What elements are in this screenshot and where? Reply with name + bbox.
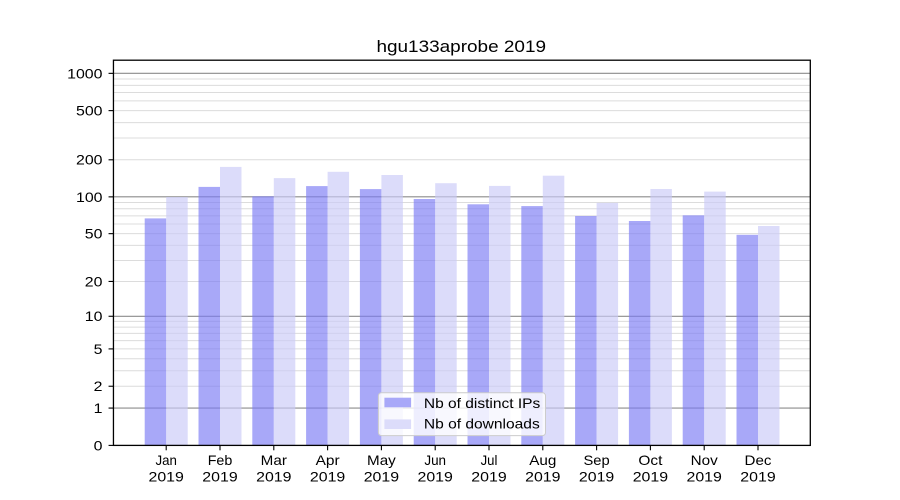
svg-text:2019: 2019 — [740, 468, 776, 484]
svg-text:2019: 2019 — [418, 468, 454, 484]
svg-text:Dec: Dec — [745, 452, 772, 468]
svg-text:200: 200 — [76, 152, 103, 168]
svg-text:2019: 2019 — [525, 468, 561, 484]
svg-text:Nov: Nov — [691, 452, 718, 468]
svg-text:2: 2 — [94, 378, 103, 394]
svg-text:hgu133aprobe 2019: hgu133aprobe 2019 — [376, 37, 546, 56]
svg-text:2019: 2019 — [687, 468, 723, 484]
svg-text:Feb: Feb — [208, 452, 233, 468]
svg-text:Jul: Jul — [481, 452, 498, 468]
svg-text:0: 0 — [94, 437, 103, 453]
svg-text:10: 10 — [85, 308, 103, 324]
svg-text:2019: 2019 — [149, 468, 185, 484]
svg-text:Aug: Aug — [529, 452, 556, 468]
svg-text:Jun: Jun — [424, 452, 446, 468]
svg-text:5: 5 — [94, 341, 103, 357]
svg-text:Apr: Apr — [316, 452, 340, 468]
svg-text:1000: 1000 — [67, 65, 103, 81]
svg-text:2019: 2019 — [202, 468, 238, 484]
svg-text:1: 1 — [94, 400, 103, 416]
svg-text:Jan: Jan — [155, 452, 176, 468]
svg-text:2019: 2019 — [310, 468, 346, 484]
svg-text:2019: 2019 — [579, 468, 615, 484]
svg-text:May: May — [367, 452, 396, 468]
svg-text:2019: 2019 — [364, 468, 400, 484]
svg-text:20: 20 — [85, 273, 103, 289]
svg-text:2019: 2019 — [633, 468, 669, 484]
svg-text:Sep: Sep — [584, 452, 610, 468]
svg-text:2019: 2019 — [256, 468, 292, 484]
svg-text:500: 500 — [76, 103, 103, 119]
svg-text:Nb of distinct IPs: Nb of distinct IPs — [424, 395, 540, 411]
svg-text:50: 50 — [85, 226, 103, 242]
svg-text:2019: 2019 — [471, 468, 507, 484]
svg-text:100: 100 — [76, 189, 103, 205]
svg-text:Oct: Oct — [638, 452, 662, 468]
svg-text:Mar: Mar — [261, 452, 288, 468]
svg-text:Nb of downloads: Nb of downloads — [424, 415, 540, 431]
